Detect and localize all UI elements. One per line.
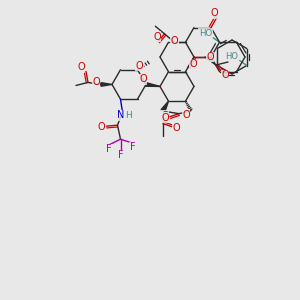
Text: N: N (117, 110, 124, 120)
Polygon shape (161, 101, 169, 112)
Text: O: O (98, 122, 105, 132)
Text: O: O (221, 70, 229, 80)
Text: HO: HO (199, 29, 212, 38)
Text: O: O (139, 74, 147, 84)
Text: O: O (161, 113, 169, 123)
Polygon shape (101, 82, 112, 86)
Text: O: O (77, 62, 85, 72)
Text: O: O (210, 8, 218, 18)
Text: O: O (161, 111, 169, 121)
Text: O: O (92, 77, 100, 87)
Text: F: F (130, 142, 135, 152)
Text: F: F (118, 150, 123, 160)
Text: O: O (172, 123, 180, 133)
Text: HO: HO (225, 52, 238, 61)
Text: O: O (189, 59, 197, 69)
Text: H: H (125, 111, 132, 120)
Text: O: O (206, 52, 214, 62)
Polygon shape (146, 83, 160, 86)
Text: O: O (171, 36, 178, 46)
Text: O: O (153, 32, 161, 42)
Text: F: F (106, 144, 111, 154)
Text: O: O (136, 61, 143, 71)
Text: O: O (182, 110, 190, 120)
